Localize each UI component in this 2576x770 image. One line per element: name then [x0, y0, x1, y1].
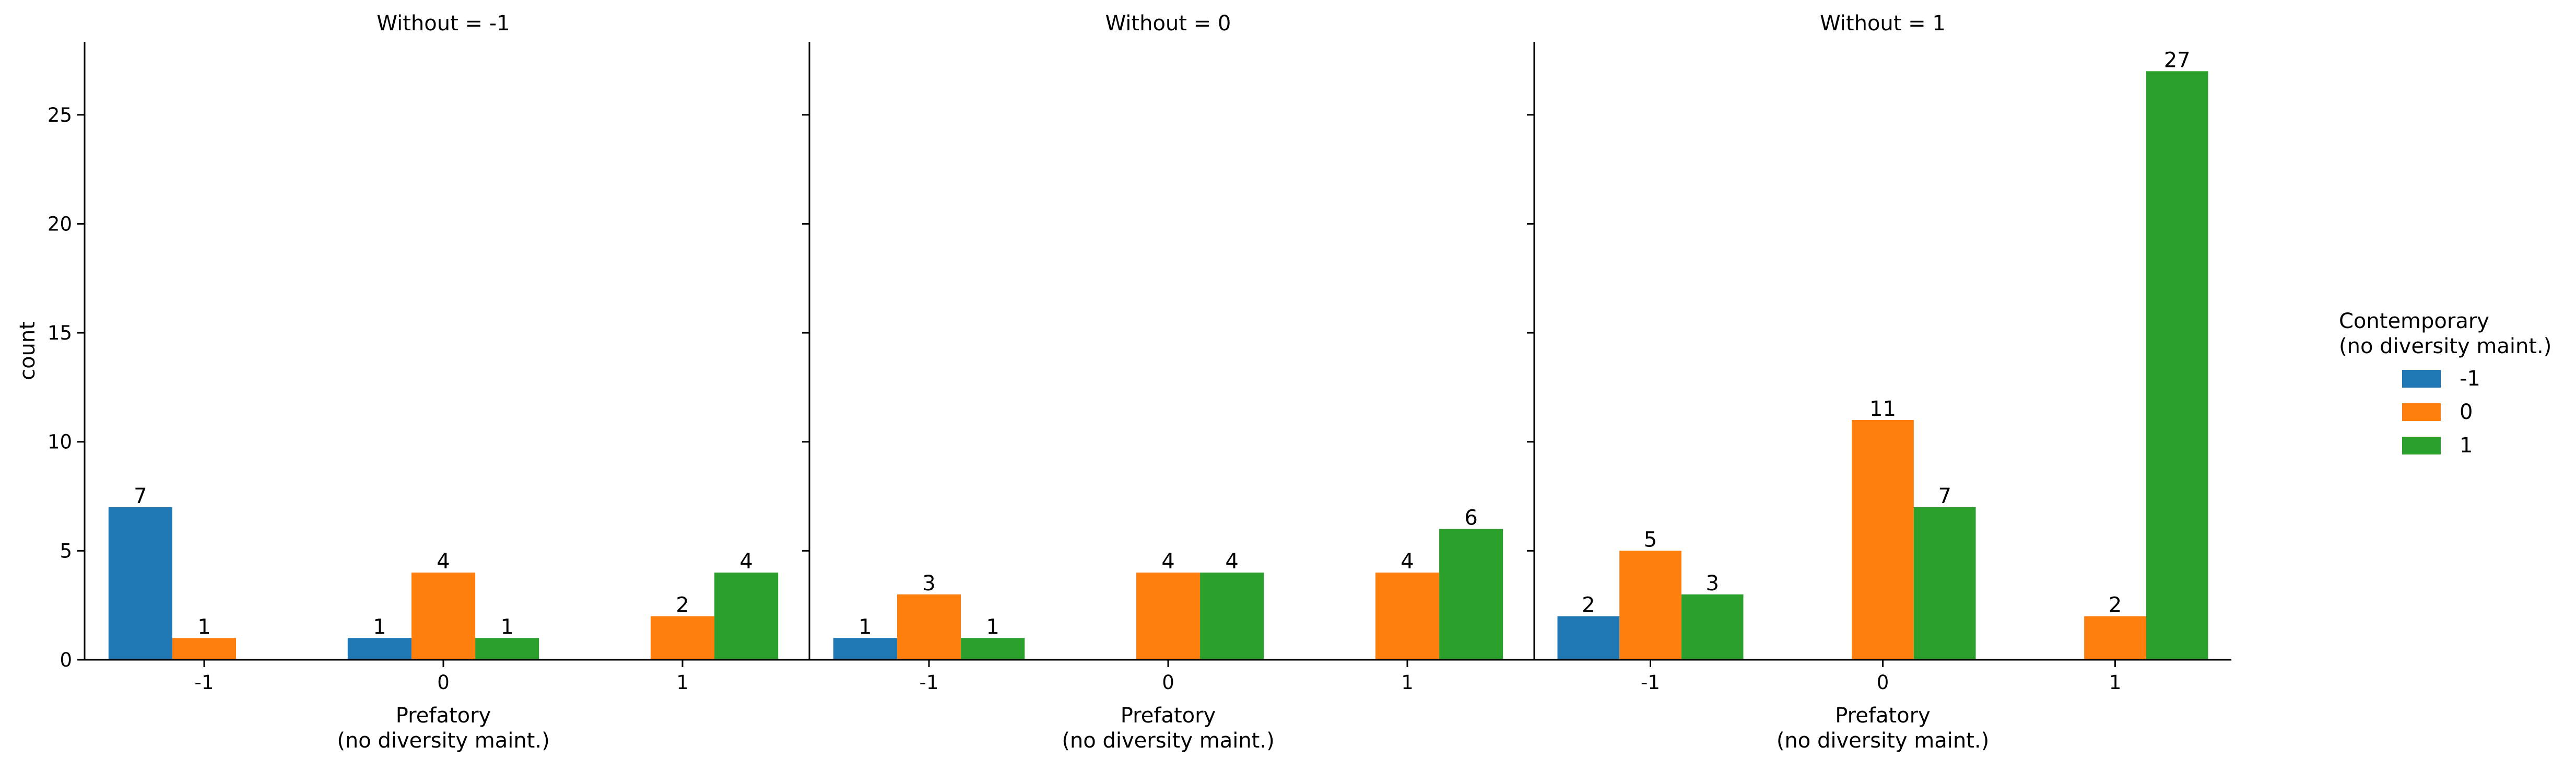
legend-label-0: -1 [2460, 367, 2480, 391]
x-tick-label-p0-0: -1 [195, 671, 214, 694]
bar-p2-c2-s1 [2084, 616, 2146, 660]
bar-label-p2-c1-s1: 11 [1869, 397, 1896, 421]
legend-swatch-2 [2402, 437, 2441, 454]
x-tick-label-p1-0: -1 [920, 671, 939, 694]
x-tick-label-p2-0: -1 [1641, 671, 1660, 694]
bar-label-p2-c2-s2: 27 [2164, 48, 2191, 72]
y-tick-label-20: 20 [48, 213, 72, 235]
bar-p1-c1-s1 [1136, 573, 1201, 660]
bar-label-p2-c0-s1: 5 [1644, 528, 1657, 552]
legend-title-line1: Contemporary [2339, 309, 2489, 333]
bar-label-p0-c0-s0: 7 [134, 484, 147, 508]
bar-label-p2-c0-s0: 2 [1582, 593, 1595, 617]
x-tick-label-p2-1: 0 [1877, 671, 1889, 694]
y-axis-label: count [16, 321, 40, 380]
x-tick-label-p0-1: 0 [437, 671, 450, 694]
bar-p0-c1-s2 [475, 638, 539, 660]
legend-label-1: 0 [2460, 400, 2473, 424]
bar-p1-c0-s0 [833, 638, 897, 660]
bar-label-p1-c2-s1: 4 [1401, 550, 1414, 574]
x-axis-label-line2-p0: (no diversity maint.) [337, 729, 549, 753]
x-axis-label-line2-p2: (no diversity maint.) [1777, 729, 1989, 753]
x-tick-label-p2-2: 1 [2109, 671, 2122, 694]
bar-label-p0-c0-s1: 1 [197, 615, 210, 639]
legend-swatch-0 [2402, 370, 2441, 388]
bar-label-p1-c2-s2: 6 [1464, 506, 1477, 530]
bar-p1-c0-s1 [897, 594, 961, 660]
legend-label-2: 1 [2460, 434, 2473, 458]
y-tick-label-10: 10 [48, 431, 72, 453]
bar-label-p1-c1-s1: 4 [1161, 550, 1174, 574]
x-tick-label-p1-1: 0 [1162, 671, 1174, 694]
x-axis-label-line1-p0: Prefatory [396, 704, 491, 728]
legend-title-line2: (no diversity maint.) [2339, 334, 2551, 358]
bar-p1-c1-s2 [1200, 573, 1264, 660]
bar-label-p1-c1-s2: 4 [1225, 550, 1238, 574]
y-tick-label-15: 15 [48, 322, 72, 344]
bar-label-p2-c2-s1: 2 [2109, 593, 2122, 617]
bar-p2-c1-s2 [1913, 507, 1976, 660]
bar-p0-c1-s0 [347, 638, 411, 660]
bar-p0-c2-s2 [714, 573, 779, 660]
y-tick-label-0: 0 [60, 649, 72, 671]
bar-p1-c2-s1 [1375, 573, 1440, 660]
y-tick-label-5: 5 [60, 540, 72, 562]
bar-label-p0-c1-s1: 4 [437, 550, 450, 574]
bar-p0-c2-s1 [650, 616, 715, 660]
bar-p2-c0-s2 [1681, 594, 1744, 660]
x-axis-label-line1-p2: Prefatory [1835, 704, 1930, 728]
bar-p0-c0-s0 [108, 507, 172, 660]
bar-p0-c0-s1 [172, 638, 237, 660]
panel-title-1: Without = 0 [1105, 11, 1231, 36]
x-tick-label-p1-2: 1 [1401, 671, 1414, 694]
bar-p2-c0-s1 [1619, 551, 1681, 660]
bar-p0-c1-s1 [411, 573, 476, 660]
panel-title-2: Without = 1 [1820, 11, 1946, 36]
bar-label-p1-c0-s0: 1 [858, 615, 872, 639]
bar-label-p2-c0-s2: 3 [1705, 571, 1719, 596]
bar-label-p0-c2-s2: 4 [739, 550, 752, 574]
bar-label-p1-c0-s2: 1 [986, 615, 999, 639]
bar-p1-c2-s2 [1439, 529, 1503, 660]
x-axis-label-line1-p1: Prefatory [1121, 704, 1216, 728]
bar-p2-c1-s1 [1852, 419, 1914, 660]
bar-p1-c0-s2 [961, 638, 1025, 660]
bar-label-p1-c0-s1: 3 [922, 571, 935, 596]
bar-label-p0-c1-s0: 1 [373, 615, 386, 639]
bar-label-p0-c2-s1: 2 [676, 593, 689, 617]
bar-p2-c0-s0 [1557, 616, 1620, 660]
bar-p2-c2-s2 [2146, 71, 2208, 660]
x-axis-label-line2-p1: (no diversity maint.) [1062, 729, 1274, 753]
bar-label-p0-c1-s2: 1 [500, 615, 513, 639]
legend-swatch-1 [2402, 403, 2441, 421]
y-tick-label-25: 25 [48, 104, 72, 126]
panel-title-0: Without = -1 [377, 11, 510, 36]
bar-label-p2-c1-s2: 7 [1938, 484, 1951, 508]
x-tick-label-p0-2: 1 [676, 671, 689, 694]
